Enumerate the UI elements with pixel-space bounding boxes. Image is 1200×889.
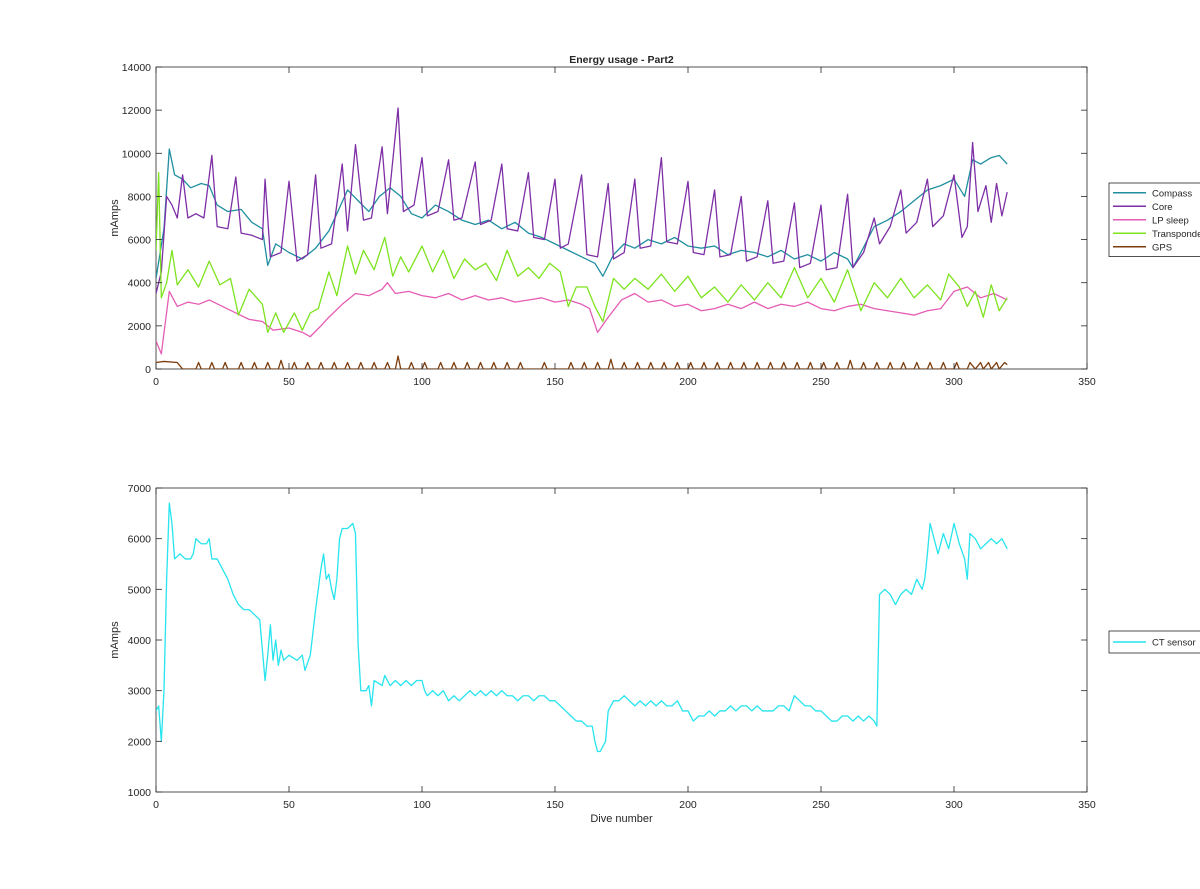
y-tick-label: 8000 xyxy=(128,191,152,203)
y-tick-label: 7000 xyxy=(128,483,152,495)
x-tick-label: 150 xyxy=(546,799,564,811)
figure: 0 50 100 150 200 250 300 3500200040006000800010… xyxy=(0,0,1200,889)
y-tick-label: 12000 xyxy=(122,105,151,117)
x-tick-label: 100 xyxy=(413,376,431,388)
y-axis-label: mAmps xyxy=(109,621,121,659)
legend-label: Core xyxy=(1152,202,1173,213)
legend-label: Compass xyxy=(1152,188,1192,199)
x-tick-label: 0 xyxy=(153,799,159,811)
y-tick-label: 4000 xyxy=(128,635,152,647)
x-tick-label: 300 xyxy=(945,376,963,388)
y-tick-label: 6000 xyxy=(128,235,152,247)
legend-label: Transponder xyxy=(1152,229,1200,240)
x-tick-label: 250 xyxy=(812,799,830,811)
y-tick-label: 2000 xyxy=(128,736,152,748)
legend: Compass Core LP sleep Transponder GPS xyxy=(1109,183,1200,257)
x-tick-label: 200 xyxy=(679,799,697,811)
x-tick-label: 350 xyxy=(1078,799,1096,811)
y-tick-label: 2000 xyxy=(128,321,152,333)
x-tick-label: 300 xyxy=(945,799,963,811)
legend: CT sensor xyxy=(1109,631,1200,653)
y-tick-label: 4000 xyxy=(128,278,152,290)
x-tick-label: 0 xyxy=(153,376,159,388)
chart-title: Energy usage - Part2 xyxy=(569,54,674,66)
x-tick-label: 250 xyxy=(812,376,830,388)
y-tick-label: 6000 xyxy=(128,534,152,546)
x-tick-label: 50 xyxy=(283,799,295,811)
ct-sensor-chart: 0 50 100 150 200 250 300 350 1000 2000 3000 4000 500… xyxy=(109,483,1200,825)
y-tick-label: 10000 xyxy=(122,148,151,160)
y-tick-label: 5000 xyxy=(128,584,152,596)
y-tick-label: 0 xyxy=(145,364,151,376)
x-axis-label: Dive number xyxy=(590,813,653,825)
x-tick-label: 150 xyxy=(546,376,564,388)
y-tick-label: 3000 xyxy=(128,686,152,698)
legend-label: CT sensor xyxy=(1152,638,1196,649)
x-tick-label: 350 xyxy=(1078,376,1096,388)
y-tick-label: 1000 xyxy=(128,787,152,799)
y-axis-label: mAmps xyxy=(109,199,121,237)
plot-area xyxy=(156,67,1087,369)
legend-label: LP sleep xyxy=(1152,215,1189,226)
energy-usage-chart: 0 50 100 150 200 250 300 350 0 2000 4000 6000 8000 10… xyxy=(109,54,1200,388)
legend-label: GPS xyxy=(1152,242,1172,253)
x-tick-label: 200 xyxy=(679,376,697,388)
x-tick-label: 100 xyxy=(413,799,431,811)
plot-area xyxy=(156,488,1087,792)
y-tick-label: 14000 xyxy=(122,62,151,74)
x-tick-label: 50 xyxy=(283,376,295,388)
